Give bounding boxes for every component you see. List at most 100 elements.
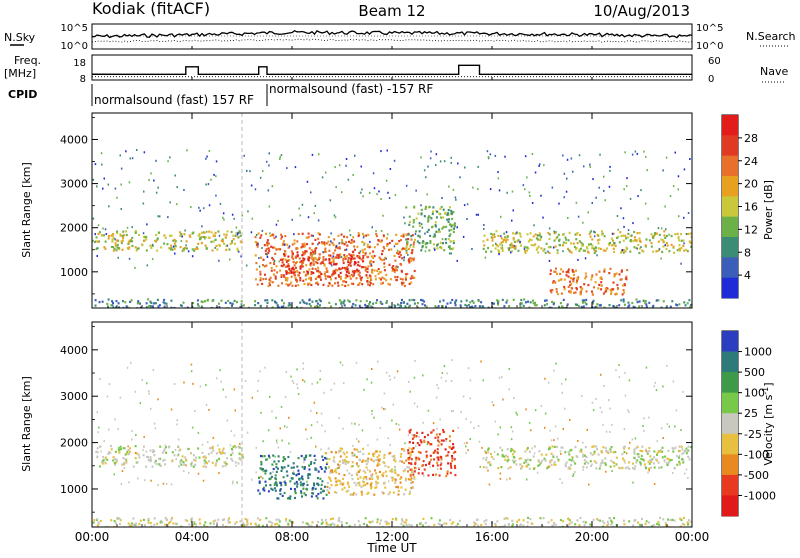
data-cell xyxy=(406,303,408,305)
data-cell xyxy=(422,518,424,520)
data-cell xyxy=(453,228,455,230)
data-cell xyxy=(681,448,683,450)
data-cell xyxy=(168,446,170,448)
data-cell xyxy=(437,439,439,441)
data-cell xyxy=(622,284,624,286)
y-tick-label: 1000 xyxy=(60,266,88,279)
data-cell xyxy=(605,464,607,466)
data-cell xyxy=(378,240,380,242)
data-cell xyxy=(435,231,437,233)
data-cell xyxy=(435,221,437,223)
data-cell xyxy=(424,215,426,217)
data-cell xyxy=(566,274,568,276)
data-cell xyxy=(437,436,439,438)
data-cell xyxy=(189,234,191,236)
data-cell xyxy=(384,269,386,271)
data-cell xyxy=(315,268,317,270)
data-cell-sparse xyxy=(541,236,543,238)
data-cell-sparse xyxy=(289,245,291,247)
data-cell xyxy=(425,206,427,208)
data-cell xyxy=(222,465,224,467)
data-cell xyxy=(339,460,341,462)
data-cell xyxy=(673,252,675,254)
data-cell-sparse xyxy=(504,156,506,158)
data-cell-sparse xyxy=(465,452,467,454)
data-cell-sparse xyxy=(267,256,269,258)
data-cell xyxy=(299,257,301,259)
data-cell xyxy=(657,452,659,454)
data-cell-sparse xyxy=(352,174,354,176)
data-cell xyxy=(405,305,407,307)
data-cell xyxy=(594,451,596,453)
data-cell xyxy=(295,256,297,258)
data-cell xyxy=(293,462,295,464)
data-cell-sparse xyxy=(455,197,457,199)
data-cell xyxy=(630,239,632,241)
data-cell xyxy=(135,523,137,525)
data-cell xyxy=(570,242,572,244)
data-cell xyxy=(138,456,140,458)
data-cell xyxy=(414,462,416,464)
data-cell xyxy=(394,276,396,278)
data-cell xyxy=(452,247,454,249)
data-cell xyxy=(451,457,453,459)
data-cell xyxy=(628,302,630,304)
y-tick-label: 1000 xyxy=(60,483,88,496)
data-cell xyxy=(375,278,377,280)
data-cell xyxy=(541,454,543,456)
data-cell-sparse xyxy=(361,166,363,168)
data-cell-sparse xyxy=(185,464,187,466)
data-cell xyxy=(234,243,236,245)
data-cell-sparse xyxy=(596,254,598,256)
data-cell xyxy=(562,234,564,236)
data-cell xyxy=(557,249,559,251)
data-cell xyxy=(571,521,573,523)
data-cell-sparse xyxy=(363,389,365,391)
data-cell xyxy=(296,481,298,483)
data-cell-sparse xyxy=(511,438,513,440)
data-cell xyxy=(328,259,330,261)
data-cell xyxy=(411,477,413,479)
data-cell xyxy=(265,484,267,486)
data-cell xyxy=(317,283,319,285)
data-cell xyxy=(408,478,410,480)
data-cell-sparse xyxy=(460,411,462,413)
data-cell xyxy=(328,302,330,304)
data-cell-sparse xyxy=(298,208,300,210)
data-cell xyxy=(206,462,208,464)
data-cell xyxy=(427,217,429,219)
data-cell xyxy=(191,461,193,463)
data-cell xyxy=(561,293,563,295)
data-cell xyxy=(216,452,218,454)
data-cell xyxy=(372,520,374,522)
data-cell-sparse xyxy=(351,423,353,425)
data-cell xyxy=(302,521,304,523)
data-cell-sparse xyxy=(622,249,624,251)
data-cell xyxy=(359,459,361,461)
colorbar-swatch xyxy=(722,156,738,177)
data-cell xyxy=(671,235,673,237)
data-cell-sparse xyxy=(634,449,636,451)
data-cell-sparse xyxy=(468,367,470,369)
data-cell xyxy=(386,245,388,247)
data-cell-sparse xyxy=(668,234,670,236)
data-cell xyxy=(658,462,660,464)
data-cell-sparse xyxy=(422,374,424,376)
data-cell xyxy=(164,448,166,450)
data-cell xyxy=(523,519,525,521)
colorbar-tick-label: 16 xyxy=(744,201,758,214)
data-cell xyxy=(508,305,510,307)
data-cell xyxy=(228,248,230,250)
data-cell xyxy=(230,243,232,245)
data-cell xyxy=(345,463,347,465)
data-cell-sparse xyxy=(371,410,373,412)
data-cell xyxy=(215,464,217,466)
data-cell xyxy=(308,268,310,270)
data-cell xyxy=(445,448,447,450)
data-cell xyxy=(195,457,197,459)
data-cell xyxy=(316,300,318,302)
data-cell xyxy=(641,518,643,520)
data-cell xyxy=(357,465,359,467)
data-cell xyxy=(453,242,455,244)
data-cell xyxy=(331,471,333,473)
